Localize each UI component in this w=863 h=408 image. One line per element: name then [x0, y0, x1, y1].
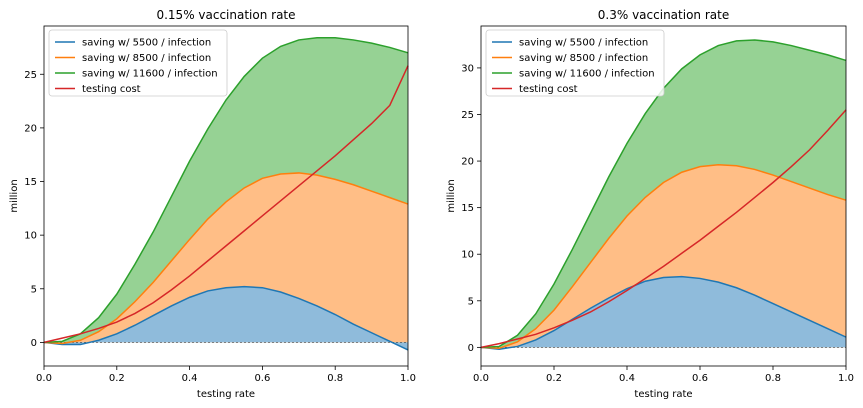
series-line-1 [43, 285, 409, 351]
y-tick-label: 15 [461, 203, 474, 214]
y-tick-label: 10 [24, 231, 37, 242]
x-tick-label: 0.6 [692, 373, 708, 384]
series-line-3 [43, 37, 409, 344]
x-axis-label: testing rate [197, 389, 255, 400]
chart-1: 0.0 0.2 0.4 0.6 0.8 1.0 0 5 10 15 20 25 0.15% vaccin… [9, 8, 416, 400]
area-series-1 [481, 276, 846, 350]
y-tick-label: 5 [468, 296, 474, 307]
series-line-2 [480, 164, 847, 350]
x-tick-label: 0.4 [619, 373, 635, 384]
axes-frame [43, 25, 409, 367]
legend: saving w/ 5500 / infection saving w/ 8500… [485, 29, 665, 97]
x-tick-label: 0.6 [254, 373, 270, 384]
x-tick-label: 0.2 [546, 373, 562, 384]
legend-label: testing cost [82, 84, 141, 95]
x-tick-label: 1.0 [400, 373, 416, 384]
legend-label: saving w/ 5500 / infection [82, 38, 211, 49]
y-axis-label: million [9, 179, 20, 212]
y-tick-label: 25 [461, 110, 474, 121]
x-axis-label: testing rate [634, 389, 692, 400]
y-tick-label: 5 [31, 284, 37, 295]
legend-box [48, 29, 228, 97]
chart-title: 0.3% vaccination rate [598, 8, 729, 22]
legend-label: saving w/ 8500 / infection [82, 53, 211, 64]
x-tick-label: 0.2 [109, 373, 125, 384]
x-tick-label: 0.0 [473, 373, 489, 384]
legend: saving w/ 5500 / infection saving w/ 8500… [48, 29, 228, 97]
x-tick-label: 1.0 [838, 373, 854, 384]
series-line-4 [480, 109, 847, 349]
series-line-2 [43, 172, 409, 345]
axes-frame [480, 25, 847, 367]
series-line-4 [43, 65, 409, 344]
x-tick-label: 0.0 [36, 373, 52, 384]
legend-label: saving w/ 11600 / infection [82, 69, 218, 80]
y-tick-label: 30 [461, 63, 474, 74]
y-tick-label: 20 [24, 123, 37, 134]
y-tick-label: 25 [24, 70, 37, 81]
x-tick-label: 0.8 [765, 373, 781, 384]
area-series-1 [44, 286, 408, 350]
legend-label: testing cost [519, 84, 578, 95]
y-tick-label: 0 [468, 343, 474, 354]
y-tick-label: 0 [31, 338, 37, 349]
chart-title: 0.15% vaccination rate [156, 8, 295, 22]
legend-label: saving w/ 5500 / infection [519, 38, 648, 49]
legend-label: saving w/ 8500 / infection [519, 53, 648, 64]
y-tick-label: 20 [461, 157, 474, 168]
y-axis-label: million [446, 179, 457, 212]
legend-label: saving w/ 11600 / infection [519, 69, 655, 80]
x-tick-label: 0.8 [327, 373, 343, 384]
y-tick-label: 10 [461, 250, 474, 261]
series-line-1 [480, 275, 847, 350]
x-tick-label: 0.4 [182, 373, 198, 384]
legend-box [485, 29, 665, 97]
chart-2: 0.0 0.2 0.4 0.6 0.8 1.0 0 5 10 15 20 25 30 0.3% vacci… [446, 8, 854, 400]
area-series-2 [44, 172, 408, 344]
y-tick-label: 15 [24, 177, 37, 188]
